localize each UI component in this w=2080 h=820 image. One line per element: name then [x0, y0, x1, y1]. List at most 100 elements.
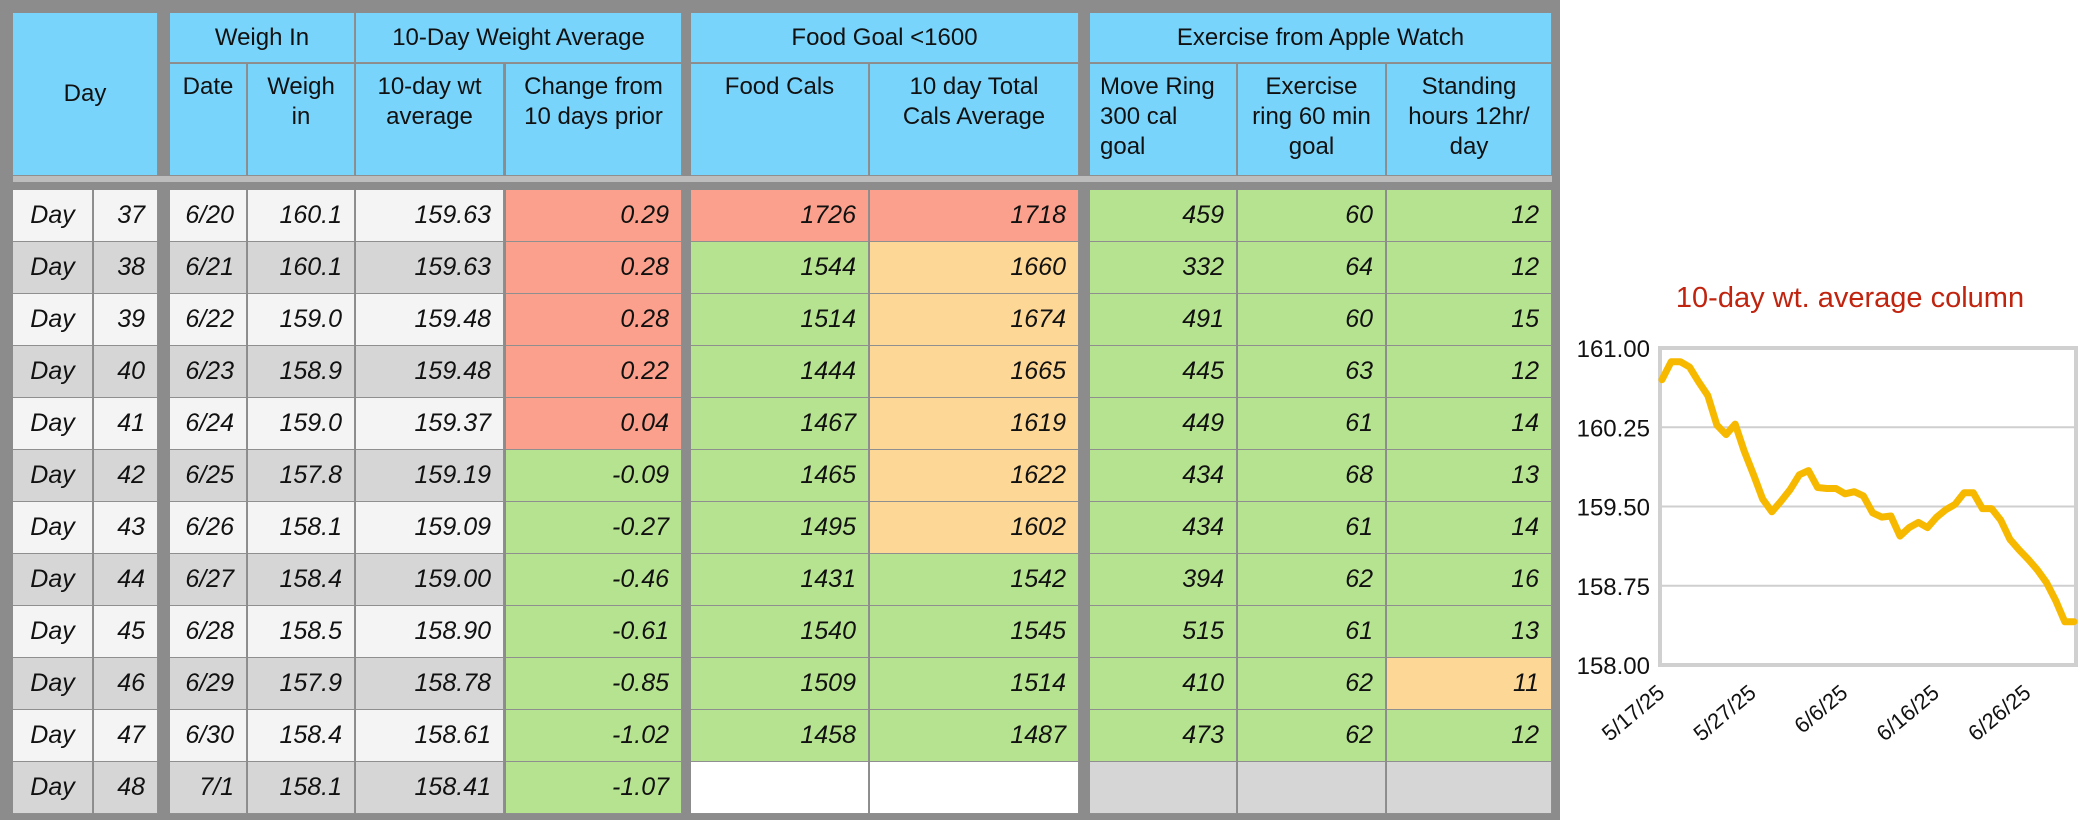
date-cell[interactable]: 6/20	[170, 190, 247, 242]
ten-day-avg-cell[interactable]: 159.48	[356, 294, 504, 346]
food-goal-group-header[interactable]: Food Goal <1600	[691, 13, 1079, 63]
day-number-cell[interactable]: 43	[94, 502, 158, 554]
weigh-in-cell[interactable]: 160.1	[248, 242, 355, 294]
food-cals-cell[interactable]: 1726	[691, 190, 869, 242]
weigh-in-cell[interactable]: 159.0	[248, 398, 355, 450]
date-cell[interactable]: 6/30	[170, 710, 247, 762]
standing-hours-cell[interactable]: 12	[1387, 190, 1552, 242]
exercise-ring-cell[interactable]: 63	[1238, 346, 1386, 398]
day-number-cell[interactable]: 47	[94, 710, 158, 762]
food-cals-cell[interactable]: 1509	[691, 658, 869, 710]
exercise-ring-cell[interactable]: 62	[1238, 554, 1386, 606]
date-cell[interactable]: 6/22	[170, 294, 247, 346]
move-ring-cell[interactable]: 459	[1090, 190, 1237, 242]
exercise-ring-cell[interactable]	[1238, 762, 1386, 814]
ten-day-cals-cell[interactable]: 1619	[870, 398, 1079, 450]
weigh-in-cell[interactable]: 157.9	[248, 658, 355, 710]
standing-hours-cell[interactable]: 12	[1387, 346, 1552, 398]
standing-hours-cell[interactable]: 13	[1387, 450, 1552, 502]
food-cals-cell[interactable]: 1544	[691, 242, 869, 294]
date-cell[interactable]: 6/28	[170, 606, 247, 658]
weigh-in-cell[interactable]: 158.4	[248, 554, 355, 606]
day-number-cell[interactable]: 37	[94, 190, 158, 242]
exercise-ring-cell[interactable]: 60	[1238, 190, 1386, 242]
ten-day-cals-header[interactable]: 10 day Total Cals Average	[870, 64, 1079, 176]
food-cals-cell[interactable]: 1514	[691, 294, 869, 346]
ten-day-avg-cell[interactable]: 159.63	[356, 190, 504, 242]
standing-hours-header[interactable]: Standing hours 12hr/ day	[1387, 64, 1552, 176]
date-header[interactable]: Date	[170, 64, 247, 176]
change-cell[interactable]: 0.29	[506, 190, 682, 242]
day-number-cell[interactable]: 40	[94, 346, 158, 398]
weigh-in-cell[interactable]: 158.4	[248, 710, 355, 762]
ten-day-avg-cell[interactable]: 159.19	[356, 450, 504, 502]
exercise-ring-cell[interactable]: 60	[1238, 294, 1386, 346]
ten-day-cals-cell[interactable]	[870, 762, 1079, 814]
date-cell[interactable]: 6/25	[170, 450, 247, 502]
day-header[interactable]: Day	[13, 13, 158, 176]
food-cals-cell[interactable]: 1444	[691, 346, 869, 398]
ten-day-wt-avg-header[interactable]: 10-day wt average	[356, 64, 504, 176]
day-label-cell[interactable]: Day	[13, 658, 93, 710]
ten-day-cals-cell[interactable]: 1718	[870, 190, 1079, 242]
weigh-in-group-header[interactable]: Weigh In	[170, 13, 355, 63]
ten-day-avg-cell[interactable]: 158.90	[356, 606, 504, 658]
day-label-cell[interactable]: Day	[13, 710, 93, 762]
ten-day-cals-cell[interactable]: 1665	[870, 346, 1079, 398]
day-label-cell[interactable]: Day	[13, 554, 93, 606]
standing-hours-cell[interactable]: 16	[1387, 554, 1552, 606]
exercise-ring-cell[interactable]: 61	[1238, 606, 1386, 658]
standing-hours-cell[interactable]: 14	[1387, 398, 1552, 450]
day-label-cell[interactable]: Day	[13, 450, 93, 502]
change-cell[interactable]: -0.85	[506, 658, 682, 710]
day-label-cell[interactable]: Day	[13, 294, 93, 346]
exercise-ring-cell[interactable]: 62	[1238, 658, 1386, 710]
ten-day-avg-cell[interactable]: 158.78	[356, 658, 504, 710]
ten-day-avg-cell[interactable]: 159.48	[356, 346, 504, 398]
food-cals-cell[interactable]: 1431	[691, 554, 869, 606]
ten-day-cals-cell[interactable]: 1545	[870, 606, 1079, 658]
date-cell[interactable]: 6/23	[170, 346, 247, 398]
date-cell[interactable]: 6/21	[170, 242, 247, 294]
food-cals-cell[interactable]: 1458	[691, 710, 869, 762]
day-number-cell[interactable]: 48	[94, 762, 158, 814]
change-header[interactable]: Change from 10 days prior	[506, 64, 682, 176]
change-cell[interactable]: -0.61	[506, 606, 682, 658]
change-cell[interactable]: -0.09	[506, 450, 682, 502]
ten-day-cals-cell[interactable]: 1674	[870, 294, 1079, 346]
ten-day-avg-group-header[interactable]: 10-Day Weight Average	[356, 13, 682, 63]
move-ring-cell[interactable]: 434	[1090, 502, 1237, 554]
move-ring-cell[interactable]: 515	[1090, 606, 1237, 658]
exercise-ring-header[interactable]: Exercise ring 60 min goal	[1238, 64, 1386, 176]
day-label-cell[interactable]: Day	[13, 606, 93, 658]
date-cell[interactable]: 6/26	[170, 502, 247, 554]
food-cals-cell[interactable]: 1465	[691, 450, 869, 502]
date-cell[interactable]: 6/27	[170, 554, 247, 606]
weigh-in-cell[interactable]: 158.1	[248, 502, 355, 554]
day-number-cell[interactable]: 45	[94, 606, 158, 658]
food-cals-cell[interactable]: 1540	[691, 606, 869, 658]
change-cell[interactable]: 0.04	[506, 398, 682, 450]
ten-day-cals-cell[interactable]: 1487	[870, 710, 1079, 762]
ten-day-cals-cell[interactable]: 1602	[870, 502, 1079, 554]
ten-day-avg-cell[interactable]: 159.37	[356, 398, 504, 450]
ten-day-avg-cell[interactable]: 159.00	[356, 554, 504, 606]
day-number-cell[interactable]: 44	[94, 554, 158, 606]
day-number-cell[interactable]: 46	[94, 658, 158, 710]
move-ring-cell[interactable]	[1090, 762, 1237, 814]
exercise-ring-cell[interactable]: 61	[1238, 502, 1386, 554]
move-ring-cell[interactable]: 394	[1090, 554, 1237, 606]
food-cals-header[interactable]: Food Cals	[691, 64, 869, 176]
ten-day-avg-cell[interactable]: 158.61	[356, 710, 504, 762]
exercise-ring-cell[interactable]: 61	[1238, 398, 1386, 450]
exercise-group-header[interactable]: Exercise from Apple Watch	[1090, 13, 1552, 63]
ten-day-cals-cell[interactable]: 1660	[870, 242, 1079, 294]
day-number-cell[interactable]: 41	[94, 398, 158, 450]
weigh-in-cell[interactable]: 159.0	[248, 294, 355, 346]
ten-day-cals-cell[interactable]: 1542	[870, 554, 1079, 606]
move-ring-header[interactable]: Move Ring 300 cal goal	[1090, 64, 1237, 176]
move-ring-cell[interactable]: 449	[1090, 398, 1237, 450]
day-label-cell[interactable]: Day	[13, 502, 93, 554]
exercise-ring-cell[interactable]: 64	[1238, 242, 1386, 294]
weigh-in-cell[interactable]: 158.9	[248, 346, 355, 398]
